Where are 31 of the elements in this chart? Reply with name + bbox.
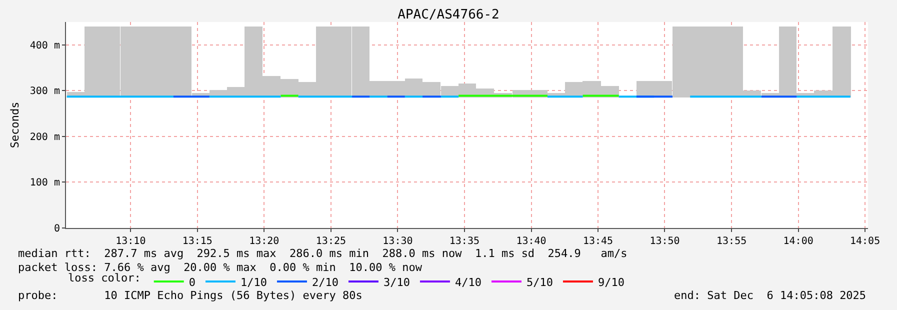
- y-tick-label: 0: [54, 224, 60, 234]
- x-tick-label: 13:10: [116, 236, 146, 247]
- legend-label: 4/10: [454, 276, 482, 289]
- legend-label: 9/10: [598, 276, 624, 289]
- x-tick-label: 13:15: [182, 236, 212, 247]
- y-tick-label: 200 m: [30, 132, 60, 143]
- text: probe: 10 ICMP Echo Pings (56 Bytes) every 80s: [18, 289, 362, 302]
- y-tick-label: 100 m: [30, 178, 60, 189]
- x-tick-label: 13:30: [382, 236, 413, 247]
- x-tick-label: 14:00: [783, 236, 814, 247]
- legend-label: 2/10: [312, 276, 338, 289]
- text: median rtt: 287.7 ms avg 292.5 ms max 286.0 ms min 288.0 ms now 1.1 ms sd 254.9 am/s: [18, 247, 628, 260]
- x-tick-label: 13:35: [449, 236, 480, 247]
- legend-label: 3/10: [383, 276, 410, 289]
- y-axis-title: Seconds: [8, 102, 22, 148]
- legend-label: 0: [188, 276, 196, 289]
- x-tick-label: 13:20: [249, 236, 280, 247]
- x-tick-label: 13:40: [516, 236, 546, 247]
- text: packet loss: 7.66 % avg 20.00 % max 0.00 % min 10.00 % now: [18, 261, 422, 274]
- text: end: Sat Dec 6 14:05:08 2025: [674, 289, 866, 302]
- legend-label: 1/10: [240, 276, 267, 289]
- x-tick-label: 14:05: [850, 236, 880, 247]
- legend-label: 5/10: [526, 276, 553, 289]
- legend-title: loss color:: [68, 271, 141, 284]
- x-tick-label: 13:45: [582, 236, 614, 247]
- y-tick-label: 300 m: [30, 86, 60, 98]
- y-tick-label: 400 m: [30, 40, 60, 52]
- x-tick-label: 13:55: [716, 236, 747, 247]
- x-tick-label: 13:50: [650, 236, 680, 247]
- x-tick-label: 13:25: [316, 236, 346, 247]
- chart-title: APAC/AS4766-2: [398, 8, 500, 22]
